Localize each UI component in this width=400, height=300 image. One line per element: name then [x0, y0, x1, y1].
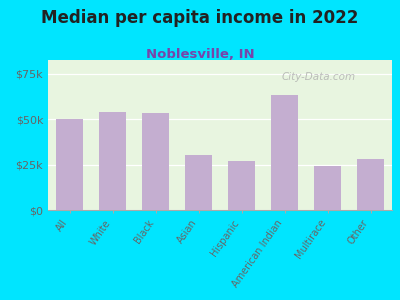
Bar: [98, 112, 126, 210]
Text: Noblesville, IN: Noblesville, IN: [146, 48, 254, 61]
Bar: [142, 113, 170, 210]
Bar: [356, 159, 384, 210]
Bar: [228, 161, 256, 210]
Bar: [270, 95, 298, 210]
Text: City-Data.com: City-Data.com: [282, 72, 356, 82]
Bar: [56, 119, 84, 210]
Bar: [184, 155, 212, 210]
Bar: [314, 167, 342, 210]
Text: Median per capita income in 2022: Median per capita income in 2022: [41, 9, 359, 27]
